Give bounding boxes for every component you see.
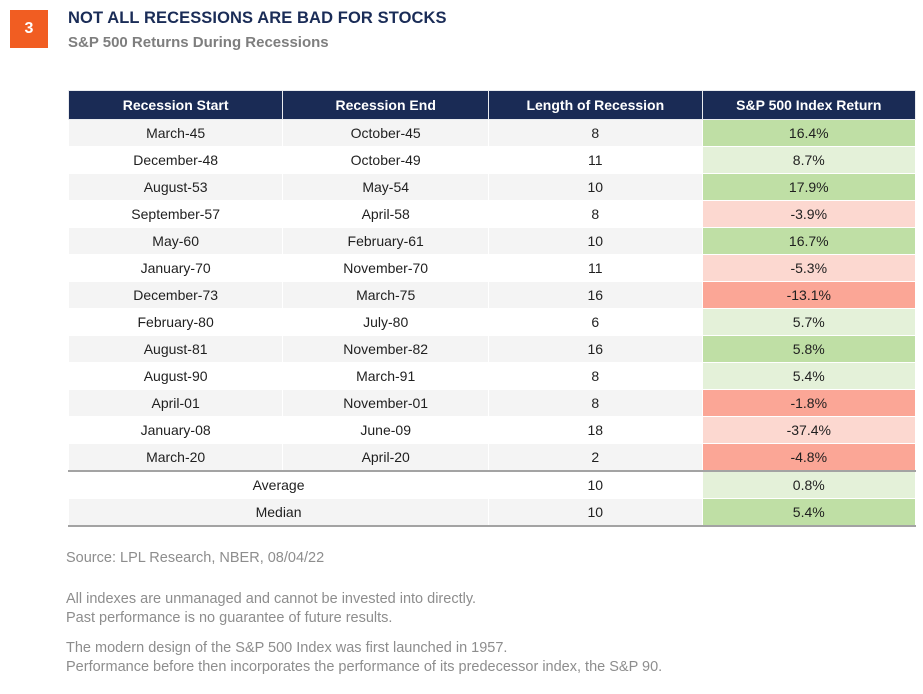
cell-summary-label: Average: [67, 470, 490, 499]
page-title: NOT ALL RECESSIONS ARE BAD FOR STOCKS: [68, 9, 447, 27]
table-row: April-01 November-01 8 -1.8%: [67, 389, 917, 417]
cell-recession-end: November-01: [282, 389, 490, 417]
cell-recession-length: 16: [488, 335, 703, 363]
footnotes: Source: LPL Research, NBER, 08/04/22 All…: [66, 549, 662, 677]
table-row: March-45 October-45 8 16.4%: [67, 119, 917, 147]
history-line-2: Performance before then incorporates the…: [66, 659, 663, 675]
cell-recession-start: May-60: [67, 227, 284, 255]
cell-recession-end: October-49: [282, 146, 490, 174]
cell-recession-start: March-20: [67, 443, 284, 472]
cell-recession-start: January-70: [67, 254, 284, 282]
cell-index-return: 0.8%: [701, 470, 917, 499]
cell-index-return: -3.9%: [701, 200, 917, 228]
cell-recession-length: 18: [488, 416, 703, 444]
cell-index-return: -1.8%: [701, 389, 917, 417]
table-row: September-57 April-58 8 -3.9%: [67, 200, 917, 228]
cell-recession-length: 10: [488, 227, 703, 255]
cell-recession-end: March-75: [282, 281, 490, 309]
cell-recession-length: 8: [488, 362, 703, 390]
cell-recession-end: June-09: [282, 416, 490, 444]
table-body: March-45 October-45 8 16.4% December-48 Octob…: [67, 119, 917, 527]
table-row: March-20 April-20 2 -4.8%: [67, 443, 917, 472]
cell-index-return: 8.7%: [701, 146, 917, 174]
cell-recession-start: September-57: [67, 200, 284, 228]
cell-recession-end: March-91: [282, 362, 490, 390]
cell-index-return: -13.1%: [701, 281, 917, 309]
cell-recession-start: January-08: [67, 416, 284, 444]
cell-summary-label: Median: [67, 498, 490, 527]
cell-recession-start: August-90: [67, 362, 284, 390]
cell-recession-length: 8: [488, 119, 703, 147]
cell-recession-length: 6: [488, 308, 703, 336]
disclaimer-line-1: All indexes are unmanaged and cannot be …: [66, 591, 477, 607]
cell-recession-end: November-70: [282, 254, 490, 282]
figure-number-badge: 3: [10, 10, 48, 48]
cell-recession-length: 8: [488, 200, 703, 228]
cell-recession-start: March-45: [67, 119, 284, 147]
cell-index-return: 17.9%: [701, 173, 917, 201]
cell-recession-end: November-82: [282, 335, 490, 363]
cell-recession-length: 8: [488, 389, 703, 417]
table-row: December-73 March-75 16 -13.1%: [67, 281, 917, 309]
cell-recession-start: December-48: [67, 146, 284, 174]
history-line-1: The modern design of the S&P 500 Index w…: [66, 640, 508, 656]
summary-row: Median 10 5.4%: [67, 498, 917, 527]
cell-recession-end: May-54: [282, 173, 490, 201]
page-subtitle: S&P 500 Returns During Recessions: [68, 34, 329, 51]
cell-recession-start: December-73: [67, 281, 284, 309]
cell-recession-end: February-61: [282, 227, 490, 255]
disclaimer-line-2: Past performance is no guarantee of futu…: [66, 610, 393, 626]
cell-recession-length: 10: [488, 470, 703, 499]
cell-recession-end: April-58: [282, 200, 490, 228]
cell-recession-length: 10: [488, 173, 703, 201]
cell-index-return: 16.7%: [701, 227, 917, 255]
table-row: January-70 November-70 11 -5.3%: [67, 254, 917, 282]
table-row: August-53 May-54 10 17.9%: [67, 173, 917, 201]
cell-index-return: 5.4%: [701, 362, 917, 390]
cell-recession-length: 2: [488, 443, 703, 472]
history-note: The modern design of the S&P 500 Index w…: [66, 639, 662, 677]
cell-index-return: 5.4%: [701, 498, 917, 527]
cell-recession-start: April-01: [67, 389, 284, 417]
table-row: February-80 July-80 6 5.7%: [67, 308, 917, 336]
table-row: August-90 March-91 8 5.4%: [67, 362, 917, 390]
table-row: December-48 October-49 11 8.7%: [67, 146, 917, 174]
table-header-row: Recession Start Recession End Length of …: [67, 90, 917, 120]
cell-recession-end: April-20: [282, 443, 490, 472]
header-length-of-recession: Length of Recession: [488, 90, 703, 120]
cell-recession-start: August-53: [67, 173, 284, 201]
cell-index-return: -4.8%: [701, 443, 917, 472]
table-row: January-08 June-09 18 -37.4%: [67, 416, 917, 444]
cell-recession-start: August-81: [67, 335, 284, 363]
cell-recession-length: 10: [488, 498, 703, 527]
cell-index-return: -5.3%: [701, 254, 917, 282]
header-sp500-index-return: S&P 500 Index Return: [701, 90, 917, 120]
table-row: August-81 November-82 16 5.8%: [67, 335, 917, 363]
cell-index-return: -37.4%: [701, 416, 917, 444]
cell-recession-end: July-80: [282, 308, 490, 336]
cell-index-return: 5.8%: [701, 335, 917, 363]
figure-header: NOT ALL RECESSIONS ARE BAD FOR STOCKS S&…: [68, 7, 447, 53]
disclaimer-note: All indexes are unmanaged and cannot be …: [66, 590, 662, 628]
header-recession-start: Recession Start: [67, 90, 284, 120]
summary-row: Average 10 0.8%: [67, 470, 917, 499]
cell-recession-start: February-80: [67, 308, 284, 336]
source-note: Source: LPL Research, NBER, 08/04/22: [66, 550, 325, 566]
cell-index-return: 16.4%: [701, 119, 917, 147]
cell-recession-length: 11: [488, 254, 703, 282]
table-row: May-60 February-61 10 16.7%: [67, 227, 917, 255]
cell-recession-length: 16: [488, 281, 703, 309]
header-recession-end: Recession End: [282, 90, 490, 120]
cell-index-return: 5.7%: [701, 308, 917, 336]
cell-recession-length: 11: [488, 146, 703, 174]
recession-returns-table: Recession Start Recession End Length of …: [67, 90, 917, 527]
table-header: Recession Start Recession End Length of …: [67, 90, 917, 120]
cell-recession-end: October-45: [282, 119, 490, 147]
